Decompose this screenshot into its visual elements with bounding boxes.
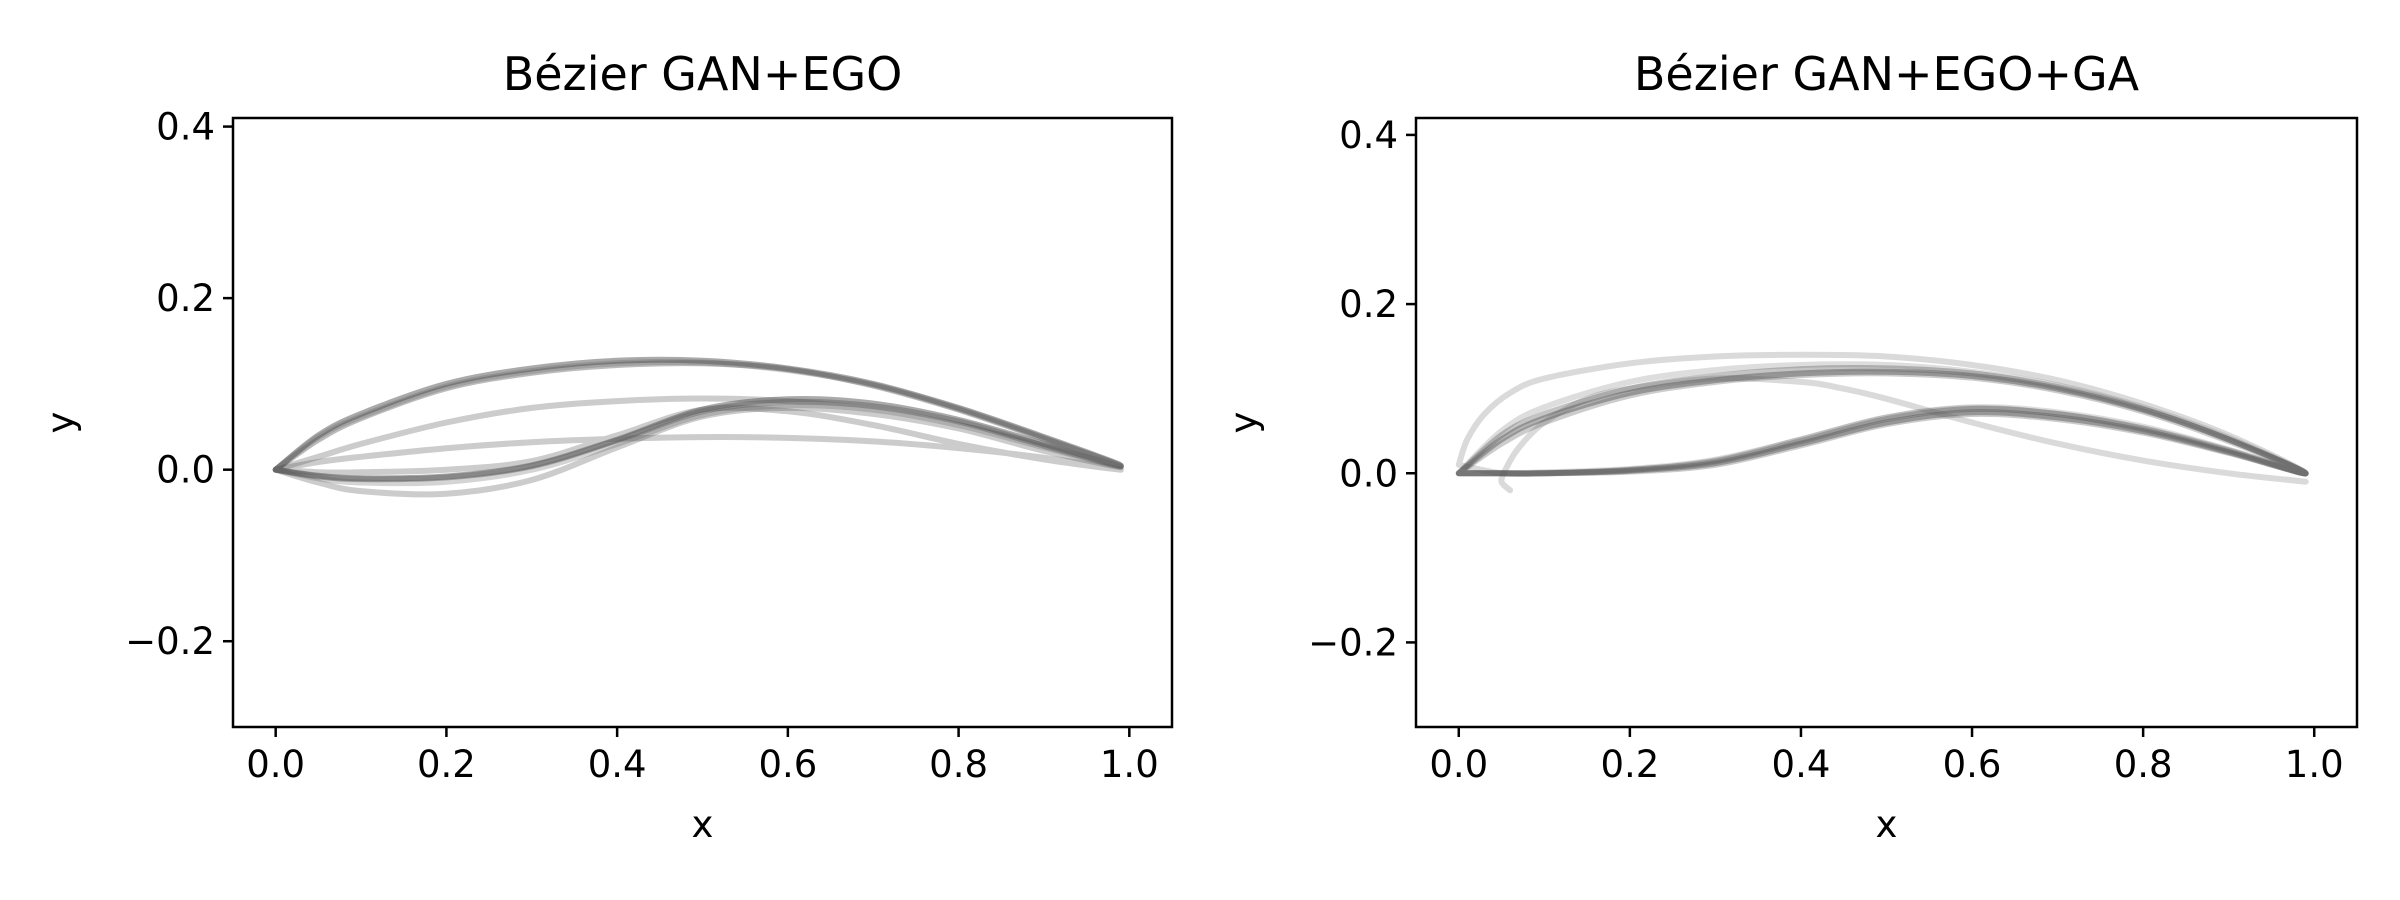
airfoil-series-line (272, 360, 1124, 483)
x-tick-label: 0.0 (246, 743, 305, 786)
x-tick-label: 0.4 (1772, 743, 1831, 786)
y-axis-label: y (1222, 412, 1265, 434)
x-tick-label: 0.6 (758, 743, 817, 786)
chart-panel-left: Bézier GAN+EGO 0.0 0.2 0.4 0.6 0.8 1.0 −0.2 0.… (39, 47, 1174, 846)
y-tick-label: 0.4 (156, 106, 215, 149)
y-tick-label: −0.2 (1308, 621, 1398, 664)
airfoil-series-line (1455, 368, 2309, 477)
x-axis-ticks: 0.0 0.2 0.4 0.6 0.8 1.0 (1429, 727, 2344, 786)
chart-title: Bézier GAN+EGO+GA (1634, 47, 2140, 101)
y-tick-label: −0.2 (125, 620, 215, 663)
y-tick-label: 0.4 (1339, 114, 1398, 157)
airfoil-series-line (1455, 361, 2309, 477)
chart-title: Bézier GAN+EGO (503, 47, 903, 101)
x-tick-label: 0.8 (2114, 743, 2173, 786)
y-tick-label: 0.2 (156, 277, 215, 320)
airfoil-series-line (272, 395, 1124, 498)
x-axis-label: x (1876, 803, 1898, 846)
airfoil-series-line (272, 404, 1124, 476)
plot-frame (231, 116, 1174, 729)
series-group (272, 356, 1124, 498)
airfoil-series-line (272, 358, 1124, 487)
x-axis-ticks: 0.0 0.2 0.4 0.6 0.8 1.0 (246, 727, 1159, 786)
y-tick-label: 0.2 (1339, 283, 1398, 326)
x-tick-label: 1.0 (2285, 743, 2344, 786)
chart-panel-right: Bézier GAN+EGO+GA 0.0 0.2 0.4 0.6 0.8 1.0 −0.… (1222, 47, 2359, 846)
y-tick-label: 0.0 (156, 449, 215, 492)
x-tick-label: 0.2 (417, 743, 476, 786)
y-tick-label: 0.0 (1339, 452, 1398, 495)
airfoil-series-line (1455, 370, 2309, 477)
y-axis-ticks: −0.2 0.0 0.2 0.4 (1308, 114, 1416, 664)
airfoil-series-line (1455, 351, 2309, 478)
x-tick-label: 0.6 (1943, 743, 2002, 786)
x-tick-label: 0.0 (1429, 743, 1488, 786)
y-axis-label: y (39, 412, 82, 434)
airfoil-series-line (1455, 365, 2309, 477)
plot-frame (1414, 116, 2359, 729)
series-group (1455, 351, 2309, 494)
x-tick-label: 0.8 (929, 743, 988, 786)
airfoil-series-line (272, 356, 1124, 482)
x-tick-label: 1.0 (1100, 743, 1159, 786)
x-tick-label: 0.2 (1600, 743, 1659, 786)
x-axis-label: x (692, 803, 714, 846)
y-axis-ticks: −0.2 0.0 0.2 0.4 (125, 106, 233, 663)
airfoil-series-line (1498, 375, 2309, 494)
x-tick-label: 0.4 (588, 743, 647, 786)
